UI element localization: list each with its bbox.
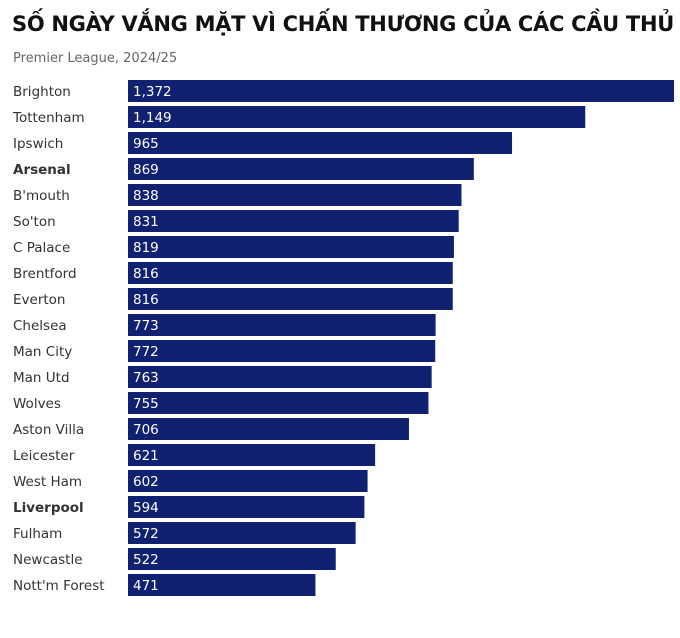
category-label: Chelsea — [13, 318, 67, 334]
data-label: 602 — [133, 474, 159, 490]
bar — [128, 262, 453, 284]
category-label: Brentford — [13, 266, 77, 282]
chart-subtitle: Premier League, 2024/25 — [13, 51, 178, 66]
data-label: 1,372 — [133, 84, 172, 100]
category-label: Tottenham — [12, 110, 85, 126]
category-label: Newcastle — [13, 552, 83, 568]
bar — [128, 106, 586, 128]
bar — [128, 522, 356, 544]
category-label: Arsenal — [13, 162, 71, 178]
data-label: 594 — [133, 500, 159, 516]
category-label: Liverpool — [13, 500, 84, 516]
data-label: 965 — [133, 136, 159, 152]
category-label: Leicester — [13, 448, 75, 464]
category-label: Brighton — [13, 84, 71, 100]
data-label: 1,149 — [133, 110, 172, 126]
data-label: 522 — [133, 552, 159, 568]
data-label: 773 — [133, 318, 159, 334]
bar — [128, 210, 459, 232]
category-label: B'mouth — [13, 188, 70, 204]
data-label: 621 — [133, 448, 159, 464]
bar — [128, 548, 336, 570]
data-label: 819 — [133, 240, 159, 256]
category-label: Wolves — [13, 396, 61, 412]
data-label: 706 — [133, 422, 159, 438]
bar — [128, 184, 462, 206]
bar — [128, 314, 436, 336]
category-label: Ipswich — [13, 136, 63, 152]
data-label: 471 — [133, 578, 159, 594]
chart-title: SỐ NGÀY VẮNG MẶT VÌ CHẤN THƯƠNG CỦA CÁC … — [12, 12, 674, 36]
category-label: Man Utd — [13, 370, 70, 386]
data-label: 869 — [133, 162, 159, 178]
bar — [128, 470, 368, 492]
category-label: So'ton — [13, 214, 56, 230]
bar — [128, 158, 474, 180]
data-label: 772 — [133, 344, 159, 360]
bar — [128, 444, 376, 466]
bar — [128, 132, 513, 154]
category-label: West Ham — [13, 474, 82, 490]
bar — [128, 236, 454, 258]
category-label: C Palace — [13, 240, 70, 256]
data-label: 831 — [133, 214, 159, 230]
category-label: Everton — [13, 292, 65, 308]
data-label: 763 — [133, 370, 159, 386]
category-label: Aston Villa — [13, 422, 84, 438]
category-label: Nott'm Forest — [13, 578, 105, 594]
data-label: 816 — [133, 266, 159, 282]
data-label: 838 — [133, 188, 159, 204]
bar — [128, 340, 436, 362]
bar — [128, 392, 429, 414]
bar — [128, 288, 453, 310]
bar — [128, 366, 432, 388]
data-label: 816 — [133, 292, 159, 308]
category-label: Man City — [13, 344, 72, 360]
data-label: 755 — [133, 396, 159, 412]
bar — [128, 496, 365, 518]
bar — [128, 574, 316, 596]
bar — [128, 418, 409, 440]
data-label: 572 — [133, 526, 159, 542]
category-label: Fulham — [13, 526, 62, 542]
bar — [128, 80, 674, 102]
